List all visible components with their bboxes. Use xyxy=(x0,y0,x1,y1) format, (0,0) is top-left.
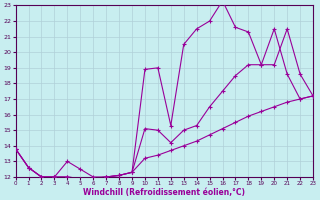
X-axis label: Windchill (Refroidissement éolien,°C): Windchill (Refroidissement éolien,°C) xyxy=(83,188,245,197)
